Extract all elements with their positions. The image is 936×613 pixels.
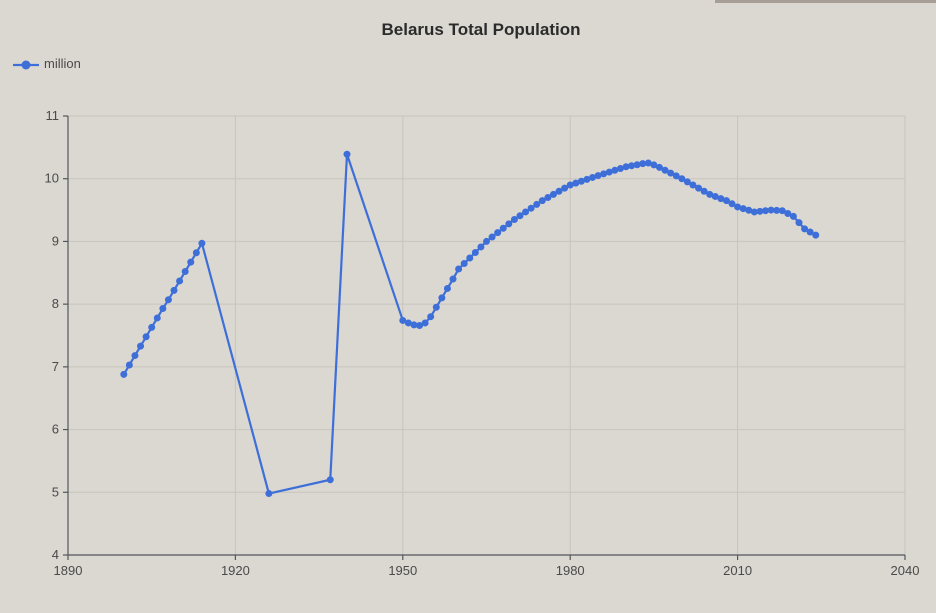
- svg-text:7: 7: [52, 359, 59, 374]
- svg-text:2010: 2010: [723, 563, 752, 578]
- svg-text:1890: 1890: [54, 563, 83, 578]
- svg-text:6: 6: [52, 422, 59, 437]
- svg-text:11: 11: [46, 108, 60, 123]
- svg-text:10: 10: [45, 171, 59, 186]
- svg-text:1980: 1980: [556, 563, 585, 578]
- svg-text:5: 5: [52, 484, 59, 499]
- svg-text:8: 8: [52, 296, 59, 311]
- svg-text:1950: 1950: [388, 563, 417, 578]
- svg-text:2040: 2040: [891, 563, 920, 578]
- svg-text:4: 4: [52, 547, 59, 562]
- svg-text:9: 9: [52, 233, 59, 248]
- svg-text:1920: 1920: [221, 563, 250, 578]
